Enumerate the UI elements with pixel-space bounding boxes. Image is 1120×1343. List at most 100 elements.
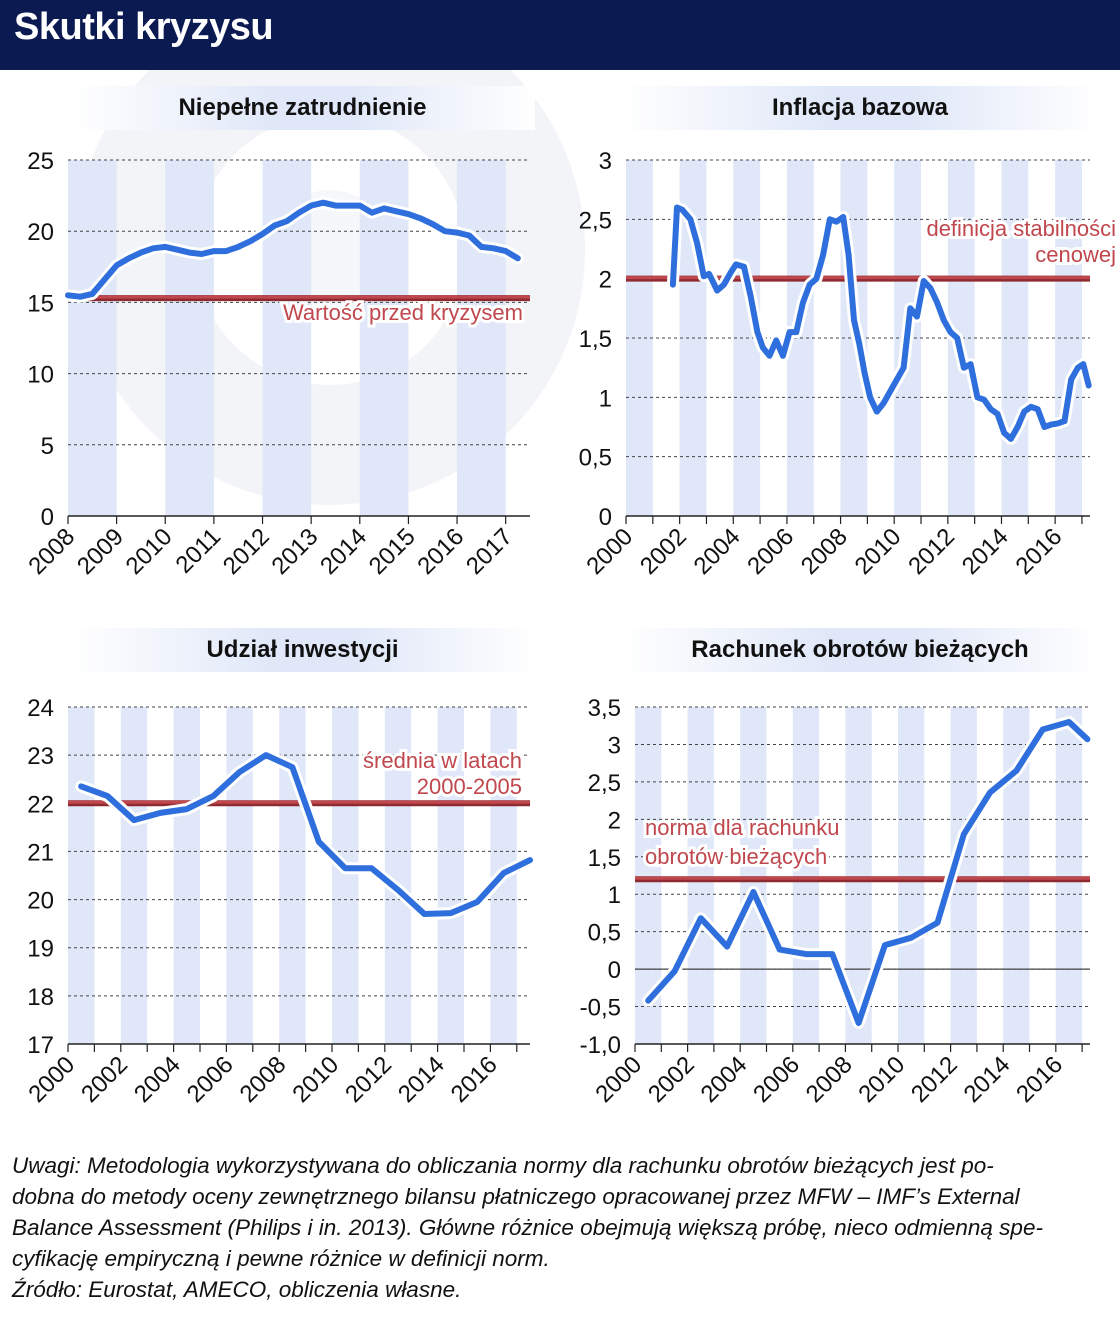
data-point: [694, 240, 700, 246]
panel-title-bar-2: Inflacja bazowa: [620, 86, 1100, 130]
x-tick-label: 2008: [235, 1051, 292, 1108]
y-tick-label: 18: [27, 984, 54, 1011]
source-line: Źródło: Eurostat, AMECO, obliczenia włas…: [12, 1277, 462, 1302]
chart-underemployment: 0510152025200820092010201120122013201420…: [23, 148, 530, 580]
data-point: [131, 817, 137, 823]
data-point: [981, 397, 987, 403]
data-point: [316, 839, 322, 845]
data-point: [750, 889, 756, 895]
data-point: [527, 857, 533, 863]
data-point: [698, 915, 704, 921]
data-point: [820, 252, 826, 258]
data-point: [308, 203, 314, 209]
year-stripe: [165, 160, 214, 516]
data-point: [803, 951, 809, 957]
panel-title-bar-4: Rachunek obrotów bieżących: [620, 628, 1100, 672]
data-point: [834, 219, 840, 225]
chart-title-core-inflation: Inflacja bazowa: [771, 94, 949, 121]
y-tick-label: 25: [27, 148, 54, 175]
y-tick-label: 5: [41, 433, 54, 460]
header-bar: Skutki kryzysu: [0, 0, 1120, 70]
data-point: [174, 247, 180, 253]
data-point: [800, 299, 806, 305]
x-tick-label: 2000: [581, 523, 638, 580]
data-point: [150, 245, 156, 251]
y-tick-label: 24: [27, 695, 54, 722]
panel-title-bar-3: Udział inwestycji: [70, 628, 535, 672]
data-point: [974, 394, 980, 400]
x-tick-label: 2008: [796, 523, 853, 580]
data-point: [126, 255, 132, 261]
data-point: [223, 248, 229, 254]
data-point: [345, 203, 351, 209]
footnote-line: Uwagi: Metodologia wykorzystywana do obl…: [12, 1153, 994, 1178]
data-point: [78, 783, 84, 789]
data-point: [381, 205, 387, 211]
data-point: [840, 214, 846, 220]
panel-title-bar-1: Niepełne zatrudnienie: [70, 86, 535, 130]
data-point: [887, 388, 893, 394]
data-point: [1086, 382, 1092, 388]
y-tick-label: 20: [27, 888, 54, 915]
year-stripe: [226, 707, 253, 1044]
footnote-line: cyfikację empiryczną i pewne różnice w d…: [12, 1246, 550, 1271]
data-point: [994, 411, 1000, 417]
y-tick-label: 1: [599, 385, 612, 412]
data-point: [867, 394, 873, 400]
y-tick-label: 1,5: [588, 845, 621, 872]
data-point: [393, 208, 399, 214]
data-point: [766, 353, 772, 359]
y-tick-label: 21: [27, 839, 54, 866]
data-point: [1080, 361, 1086, 367]
reference-line-label: cenowej: [1035, 242, 1116, 267]
data-point: [1013, 768, 1019, 774]
y-tick-label: 15: [27, 290, 54, 317]
x-tick-label: 2010: [287, 1051, 344, 1108]
x-tick-label: 2004: [129, 1051, 186, 1108]
x-tick-label: 2016: [1011, 523, 1068, 580]
data-point: [679, 207, 685, 213]
data-point: [793, 329, 799, 335]
data-point: [851, 317, 857, 323]
data-point: [777, 947, 783, 953]
y-tick-label: 3,5: [588, 695, 621, 722]
data-point: [442, 228, 448, 234]
x-tick-label: 2004: [689, 523, 746, 580]
y-tick-label: 0: [41, 504, 54, 531]
x-tick-label: 2012: [218, 523, 275, 580]
data-point: [921, 278, 927, 284]
data-point: [862, 371, 868, 377]
x-tick-label: 2000: [23, 1051, 80, 1108]
data-point: [284, 218, 290, 224]
x-tick-label: 2002: [643, 1051, 700, 1108]
data-point: [1028, 404, 1034, 410]
reference-line-label: Wartość przed kryzysem: [283, 300, 523, 325]
data-point: [934, 920, 940, 926]
data-point: [927, 285, 933, 291]
y-tick-label: 19: [27, 936, 54, 963]
data-point: [880, 400, 886, 406]
data-point: [741, 264, 747, 270]
data-point: [162, 244, 168, 250]
y-tick-label: 1: [608, 882, 621, 909]
data-point: [263, 752, 269, 758]
x-tick-label: 2000: [590, 1051, 647, 1108]
chart-title-underemployment: Niepełne zatrudnienie: [178, 94, 427, 121]
data-point: [701, 273, 707, 279]
data-point: [961, 831, 967, 837]
data-point: [247, 238, 253, 244]
x-tick-label: 2016: [412, 523, 469, 580]
x-tick-label: 2010: [853, 1051, 910, 1108]
data-point: [874, 409, 880, 415]
data-point: [289, 764, 295, 770]
x-tick-label: 2010: [121, 523, 178, 580]
data-point: [478, 244, 484, 250]
data-point: [721, 282, 727, 288]
year-stripe: [120, 707, 148, 1044]
year-stripe: [740, 707, 767, 1044]
data-point: [1015, 424, 1021, 430]
data-point: [101, 277, 107, 283]
data-point: [894, 377, 900, 383]
data-point: [934, 299, 940, 305]
y-tick-label: 0,5: [588, 920, 621, 947]
